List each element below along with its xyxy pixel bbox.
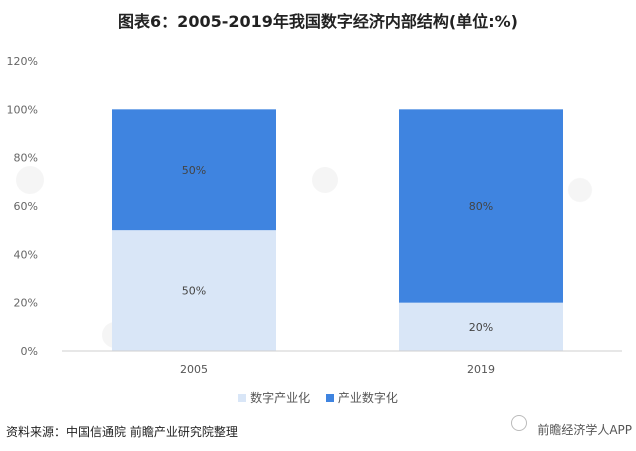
y-tick-label: 120%	[7, 55, 38, 68]
wechat-icon	[511, 415, 527, 431]
y-axis: 0% 20% 40% 60% 80% 100% 120%	[7, 55, 38, 358]
bars: 50% 50% 20% 80%	[112, 109, 563, 351]
data-label-2019-series-0: 20%	[469, 321, 493, 334]
bar-segment-2019-series-0	[399, 302, 563, 351]
source-note: 资料来源：中国信通院 前瞻产业研究院整理	[6, 425, 238, 439]
data-label-2019-series-1: 80%	[469, 200, 493, 213]
y-tick-label: 80%	[14, 152, 38, 165]
bar-segment-2019-series-1	[399, 109, 563, 303]
y-tick-label: 20%	[14, 297, 38, 310]
legend-label-series-a: 数字产业化	[250, 391, 311, 405]
legend-label-series-b: 产业数字化	[337, 391, 398, 405]
y-tick-label: 60%	[14, 200, 38, 213]
bar-segment-2005-series-1	[112, 109, 276, 231]
data-label-2005-series-1: 50%	[182, 164, 206, 177]
data-label-2005-series-0: 50%	[182, 285, 206, 298]
brand: 前瞻经济学人APP	[535, 421, 632, 438]
legend-swatch-series-b	[325, 393, 334, 402]
legend-swatch-series-a	[238, 393, 247, 402]
chart-title: 图表6：2005-2019年我国数字经济内部结构(单位:%)	[118, 12, 518, 31]
x-axis: 2005 2019	[180, 363, 495, 376]
brand-text: 前瞻经济学人APP	[537, 423, 632, 437]
legend-item-series-b: 产业数字化	[325, 389, 398, 406]
y-tick-label: 40%	[14, 248, 38, 261]
y-tick-label: 100%	[7, 103, 38, 116]
x-tick-label: 2019	[467, 363, 495, 376]
x-tick-label: 2005	[180, 363, 208, 376]
bar-segment-2005-series-0	[112, 230, 276, 351]
y-tick-label: 0%	[21, 345, 38, 358]
legend: 数字产业化 产业数字化	[0, 389, 636, 406]
legend-item-series-a: 数字产业化	[238, 389, 310, 406]
